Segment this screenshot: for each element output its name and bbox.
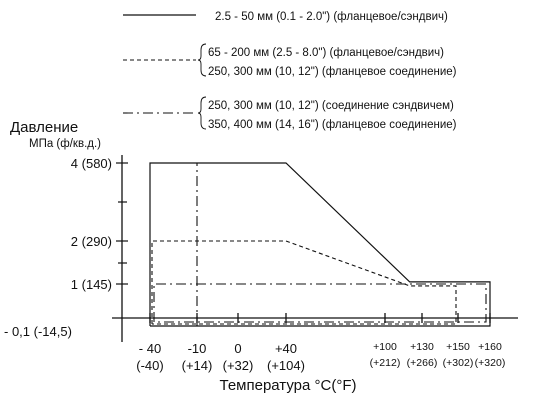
x-tick-label-f: (-40): [136, 358, 163, 373]
x-tick-label-f: (+14): [182, 358, 213, 373]
legend-brace: [197, 43, 207, 77]
x-tick-label: +100: [373, 341, 397, 353]
y-tick-label: - 0,1 (-14,5): [4, 324, 72, 339]
y-tick-label: 4 (580): [71, 156, 112, 171]
x-tick-label: 0: [234, 341, 241, 356]
legend-label: 250, 300 мм (10, 12") (соединение сэндви…: [208, 100, 454, 112]
x-tick-label: +160: [478, 341, 502, 353]
series-dashdot-2: [153, 283, 487, 323]
y-axis-units: МПа (ф/кв.д.): [29, 138, 101, 150]
x-tick-label-f: (+212): [370, 357, 401, 369]
legend-label: 350, 400 мм (14, 16") (фланцевое соедине…: [208, 119, 457, 131]
x-tick-label: +130: [410, 341, 434, 353]
legend-label: 2.5 - 50 мм (0.1 - 2.0") (фланцевое/сэнд…: [215, 11, 448, 23]
y-tick-label: 1 (145): [71, 277, 112, 292]
x-tick-label-f: (+266): [407, 357, 438, 369]
x-tick-label: - 40: [139, 341, 161, 356]
legend-entry-solid: 2.5 - 50 мм (0.1 - 2.0") (фланцевое/сэнд…: [123, 11, 448, 23]
series-solid-0: [149, 162, 491, 327]
x-tick-label-f: (+32): [223, 358, 254, 373]
legend-label: 250, 300 мм (10, 12") (фланцевое соедине…: [208, 66, 457, 78]
legend-label: 65 - 200 мм (2.5 - 8.0") (фланцевое/сэнд…: [208, 47, 444, 59]
series-group: [149, 162, 491, 327]
x-tick-label: -10: [188, 341, 207, 356]
x-tick-label-f: (+104): [267, 358, 305, 373]
x-tick-label-f: (+320): [475, 357, 506, 369]
x-axis-title: Температура °C(°F): [220, 377, 357, 394]
axes: Давление МПа (ф/кв.д.) 4 (580) 2 (290) 1 (…: [4, 119, 518, 373]
x-tick-label-f: (+302): [443, 357, 474, 369]
legend-entry-dashdot: 250, 300 мм (10, 12") (соединение сэндви…: [123, 96, 457, 131]
y-axis-title: Давление: [10, 119, 78, 136]
legend: 2.5 - 50 мм (0.1 - 2.0") (фланцевое/сэнд…: [123, 11, 457, 131]
x-tick-label: +40: [275, 341, 297, 356]
x-tick-label: +150: [446, 341, 470, 353]
legend-brace: [197, 96, 207, 130]
y-tick-label: 2 (290): [71, 234, 112, 249]
legend-entry-dashed: 65 - 200 мм (2.5 - 8.0") (фланцевое/сэнд…: [123, 43, 457, 78]
